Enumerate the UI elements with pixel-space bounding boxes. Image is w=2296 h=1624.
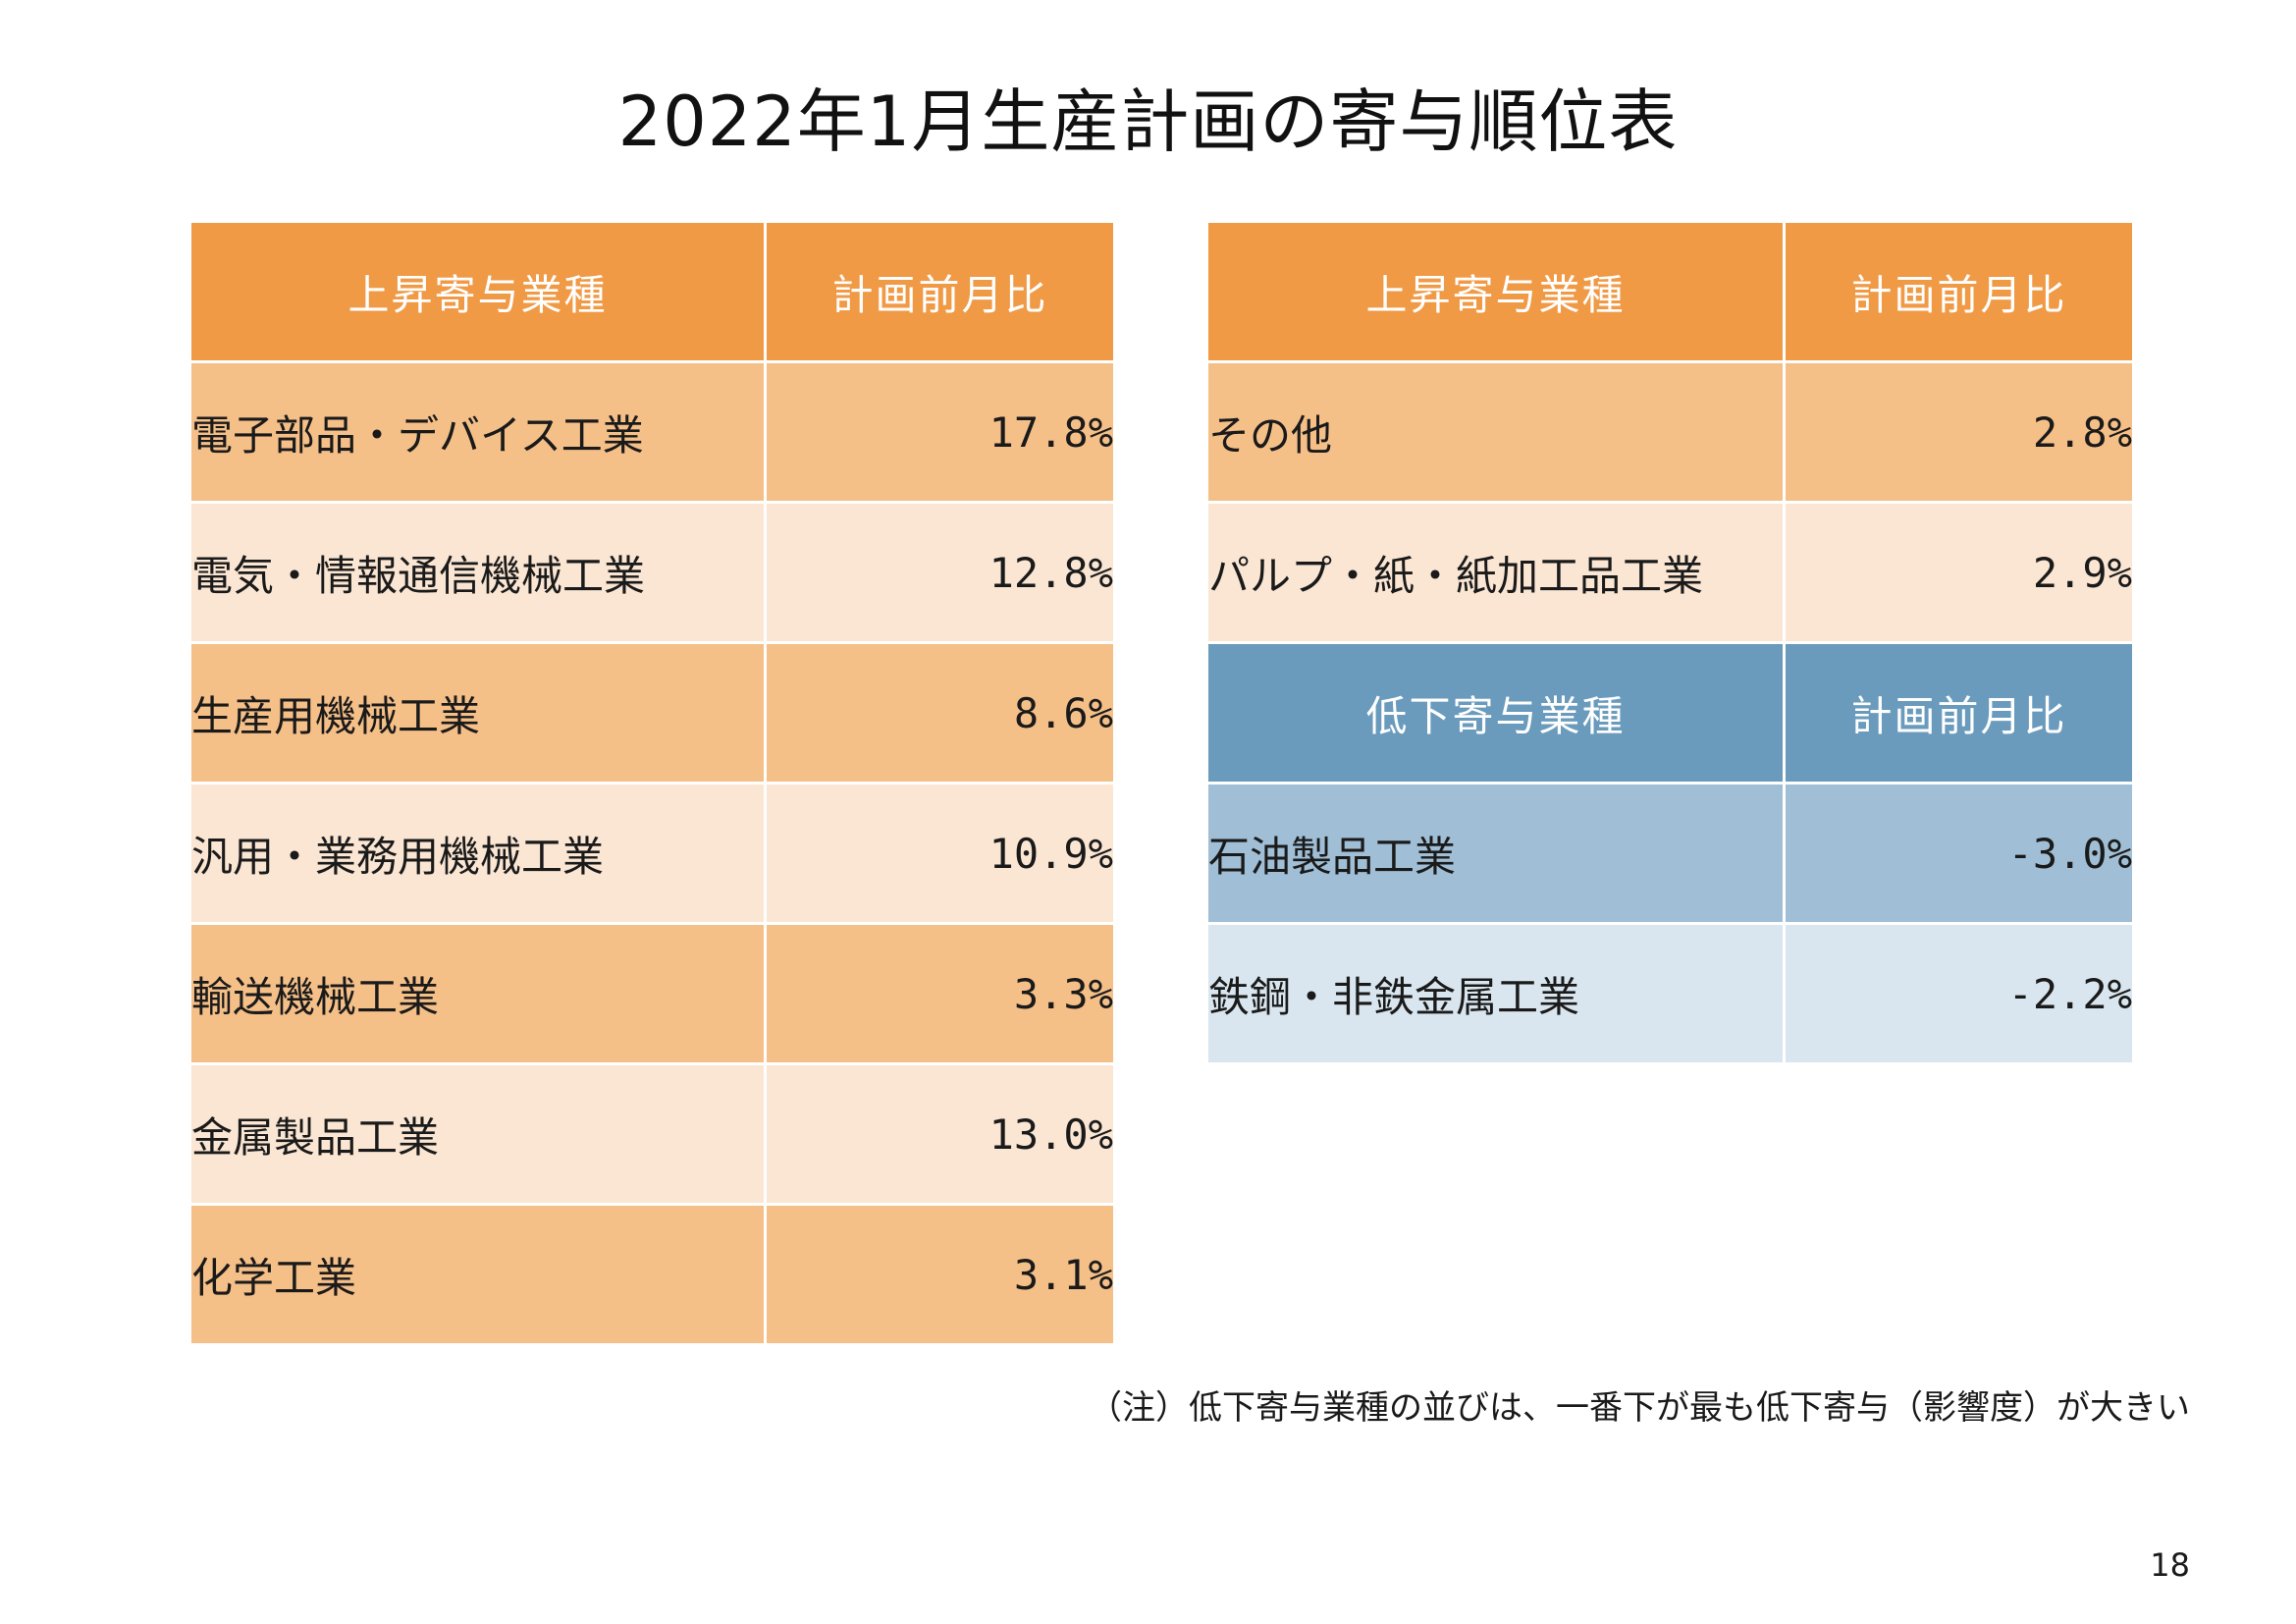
page-title: 2022年1月生産計画の寄与順位表 xyxy=(617,81,1679,162)
table-row: 石油製品工業 -3.0% xyxy=(1205,782,2135,925)
industry-name: 化学工業 xyxy=(188,1203,767,1346)
table-row: 鉄鋼・非鉄金属工業 -2.2% xyxy=(1205,922,2135,1065)
table-row: パルプ・紙・紙加工品工業 2.9% xyxy=(1205,501,2135,644)
mom-change-value: 17.8% xyxy=(764,360,1116,504)
mom-change-value: 2.8% xyxy=(1783,360,2135,504)
mom-change-value: 13.0% xyxy=(764,1062,1116,1206)
mom-change-value: 12.8% xyxy=(764,501,1116,644)
industry-name: 電子部品・デバイス工業 xyxy=(188,360,767,504)
industry-name: 汎用・業務用機械工業 xyxy=(188,782,767,925)
table-row: 生産用機械工業 8.6% xyxy=(188,641,1116,785)
table-header-row-declining: 低下寄与業種 計画前月比 xyxy=(1205,641,2135,785)
table-row: 輸送機械工業 3.3% xyxy=(188,922,1116,1065)
industry-name: 生産用機械工業 xyxy=(188,641,767,785)
industry-name: 電気・情報通信機械工業 xyxy=(188,501,767,644)
industry-name: 金属製品工業 xyxy=(188,1062,767,1206)
industry-name: 輸送機械工業 xyxy=(188,922,767,1065)
column-header-industry: 上昇寄与業種 xyxy=(188,220,767,363)
column-header-mom-change: 計画前月比 xyxy=(764,220,1116,363)
table-row: 化学工業 3.1% xyxy=(188,1203,1116,1346)
mom-change-value: 8.6% xyxy=(764,641,1116,785)
table-row: その他 2.8% xyxy=(1205,360,2135,504)
industry-name: 鉄鋼・非鉄金属工業 xyxy=(1205,922,1786,1065)
mom-change-value: 3.3% xyxy=(764,922,1116,1065)
contribution-table-right: 上昇寄与業種 計画前月比 その他 2.8% パルプ・紙・紙加工品工業 2.9% … xyxy=(1205,220,2135,1065)
footnote: （注）低下寄与業種の並びは、一番下が最も低下寄与（影響度）が大きい xyxy=(1089,1388,2190,1428)
table-row: 電子部品・デバイス工業 17.8% xyxy=(188,360,1116,504)
industry-name: その他 xyxy=(1205,360,1786,504)
mom-change-value: 3.1% xyxy=(764,1203,1116,1346)
industry-name: パルプ・紙・紙加工品工業 xyxy=(1205,501,1786,644)
table-row: 金属製品工業 13.0% xyxy=(188,1062,1116,1206)
table-row: 汎用・業務用機械工業 10.9% xyxy=(188,782,1116,925)
mom-change-value: 2.9% xyxy=(1783,501,2135,644)
column-header-declining-industry: 低下寄与業種 xyxy=(1205,641,1786,785)
mom-change-value: -3.0% xyxy=(1783,782,2135,925)
mom-change-value: 10.9% xyxy=(764,782,1116,925)
column-header-mom-change: 計画前月比 xyxy=(1783,641,2135,785)
table-header-row: 上昇寄与業種 計画前月比 xyxy=(1205,220,2135,363)
rising-contribution-table-left: 上昇寄与業種 計画前月比 電子部品・デバイス工業 17.8% 電気・情報通信機械… xyxy=(188,220,1116,1346)
table-header-row: 上昇寄与業種 計画前月比 xyxy=(188,220,1116,363)
column-header-mom-change: 計画前月比 xyxy=(1783,220,2135,363)
table-row: 電気・情報通信機械工業 12.8% xyxy=(188,501,1116,644)
mom-change-value: -2.2% xyxy=(1783,922,2135,1065)
column-header-industry: 上昇寄与業種 xyxy=(1205,220,1786,363)
page-number: 18 xyxy=(2150,1546,2190,1584)
industry-name: 石油製品工業 xyxy=(1205,782,1786,925)
